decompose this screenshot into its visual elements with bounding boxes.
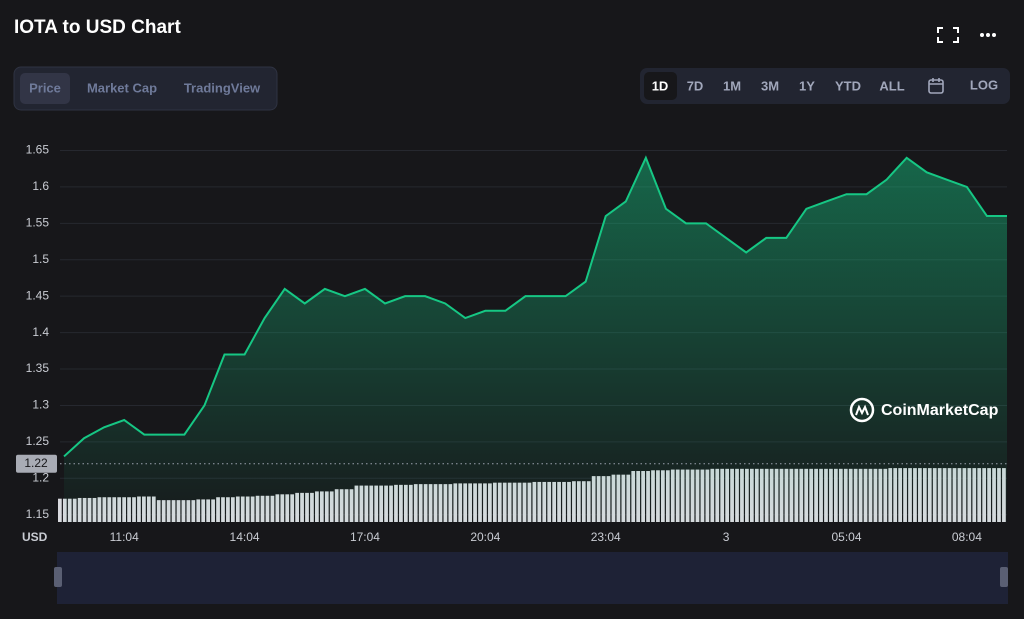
y-tick-label: 1.2 bbox=[32, 470, 49, 484]
y-tick-label: 1.3 bbox=[32, 398, 49, 412]
more-icon[interactable] bbox=[980, 33, 996, 37]
range-button[interactable]: 3M bbox=[761, 78, 779, 93]
x-tick-label: 08:04 bbox=[952, 530, 982, 544]
area bbox=[64, 157, 1007, 522]
y-tick-label: 1.6 bbox=[32, 179, 49, 193]
tab[interactable]: Price bbox=[29, 80, 61, 95]
range-button[interactable]: YTD bbox=[835, 78, 861, 93]
navigator-handle[interactable] bbox=[1000, 567, 1008, 587]
navigator-handle[interactable] bbox=[54, 567, 62, 587]
title: IOTA to USD Chart bbox=[14, 17, 181, 38]
tab-group bbox=[13, 66, 278, 111]
range-button[interactable]: 1D bbox=[652, 78, 669, 93]
x-tick-label: 05:04 bbox=[831, 530, 861, 544]
calendar-icon[interactable] bbox=[928, 78, 944, 94]
fullscreen-icon[interactable] bbox=[937, 27, 959, 43]
y-tick-label: 1.5 bbox=[32, 252, 49, 266]
bar bbox=[58, 498, 62, 522]
x-tick-label: 20:04 bbox=[470, 530, 500, 544]
reference-badge bbox=[16, 454, 57, 473]
currency-label: USD bbox=[22, 530, 48, 544]
y-tick-label: 1.4 bbox=[32, 325, 49, 339]
y-tick-label: 1.65 bbox=[26, 143, 50, 157]
range-button[interactable]: 1Y bbox=[799, 78, 815, 93]
reference-label: 1.22 bbox=[24, 456, 48, 470]
range-group bbox=[640, 68, 1010, 104]
active-range bbox=[644, 72, 677, 100]
x-tick-label: 14:04 bbox=[230, 530, 260, 544]
watermark: CoinMarketCap bbox=[849, 397, 999, 423]
y-tick-label: 1.25 bbox=[26, 434, 50, 448]
x-tick-label: 11:04 bbox=[110, 530, 139, 544]
y-tick-label: 1.55 bbox=[26, 216, 50, 230]
y-tick-label: 1.45 bbox=[26, 288, 50, 302]
tab[interactable]: Market Cap bbox=[87, 80, 157, 95]
y-tick-label: 1.35 bbox=[26, 361, 50, 375]
range-button[interactable]: 1M bbox=[723, 78, 741, 93]
range-button[interactable]: 7D bbox=[687, 78, 704, 93]
log-toggle[interactable]: LOG bbox=[970, 77, 998, 92]
x-tick-label: 3 bbox=[723, 530, 730, 544]
active-tab bbox=[20, 73, 70, 104]
watermark-text: CoinMarketCap bbox=[881, 402, 999, 419]
navigator[interactable] bbox=[57, 552, 1008, 604]
y-tick-label: 1.15 bbox=[26, 507, 50, 521]
tab[interactable]: TradingView bbox=[184, 80, 261, 95]
x-tick-label: 17:04 bbox=[350, 530, 380, 544]
range-button[interactable]: ALL bbox=[879, 78, 904, 93]
x-tick-label: 23:04 bbox=[591, 530, 621, 544]
line bbox=[63, 155, 1007, 458]
